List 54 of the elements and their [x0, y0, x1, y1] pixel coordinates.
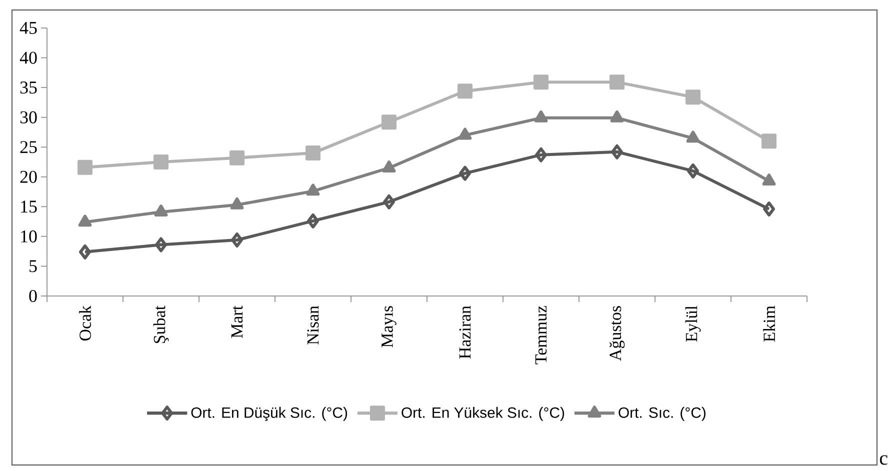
legend-label: Ort. Sıc. (°C) [618, 406, 706, 421]
y-tick-label: 15 [21, 200, 37, 213]
point [762, 134, 777, 149]
point [534, 110, 548, 122]
point [687, 163, 700, 178]
text: c [880, 455, 888, 465]
point [306, 184, 320, 196]
point [155, 237, 168, 252]
point [686, 90, 701, 105]
point [383, 194, 396, 210]
y-tick-label: 45 [20, 22, 37, 34]
point [307, 213, 320, 228]
y-tick-label: 25 [20, 141, 37, 154]
point [535, 147, 548, 162]
x-tick-label: Ocak [79, 306, 91, 341]
legend-label: Ort. En Yüksek Sıc. (°C) [402, 406, 564, 421]
point [231, 232, 244, 248]
point [382, 160, 396, 172]
x-tick-label: Ağustos [609, 306, 625, 361]
y-tick-label: 30 [20, 111, 37, 124]
point [382, 114, 397, 130]
point [534, 74, 549, 90]
x-tick-label: Eylül [685, 306, 701, 342]
point [306, 146, 321, 161]
x-tick-label: Mayıs [382, 306, 396, 348]
point [230, 197, 244, 210]
x-tick-label: Şubat [153, 306, 169, 343]
y-tick-label: 20 [20, 170, 37, 183]
point [78, 214, 92, 227]
point [230, 150, 245, 166]
x-tick-label: Haziran [459, 306, 471, 359]
point [458, 128, 472, 140]
y-tick-label: 10 [21, 230, 37, 242]
point [154, 154, 169, 170]
point [458, 84, 473, 99]
point [763, 202, 776, 217]
legend-label: Ort. En Düşük Sıc. (°C) [191, 406, 348, 421]
y-tick-label: 5 [30, 260, 37, 272]
point [154, 204, 168, 217]
point [610, 74, 625, 90]
x-tick-label: Mart [231, 306, 243, 338]
x-tick-label: Nisan [307, 306, 319, 345]
y-tick-label: 0 [29, 290, 37, 302]
point [79, 244, 92, 260]
x-tick-label: Ekim [763, 306, 775, 342]
y-tick-label: 35 [20, 82, 37, 94]
point [762, 174, 776, 186]
point [610, 110, 624, 122]
y-tick-label: 40 [20, 52, 37, 64]
point [611, 144, 624, 160]
point [459, 166, 472, 181]
point [78, 160, 93, 175]
point [686, 130, 700, 143]
x-tick-label: Temmuz [535, 306, 547, 364]
